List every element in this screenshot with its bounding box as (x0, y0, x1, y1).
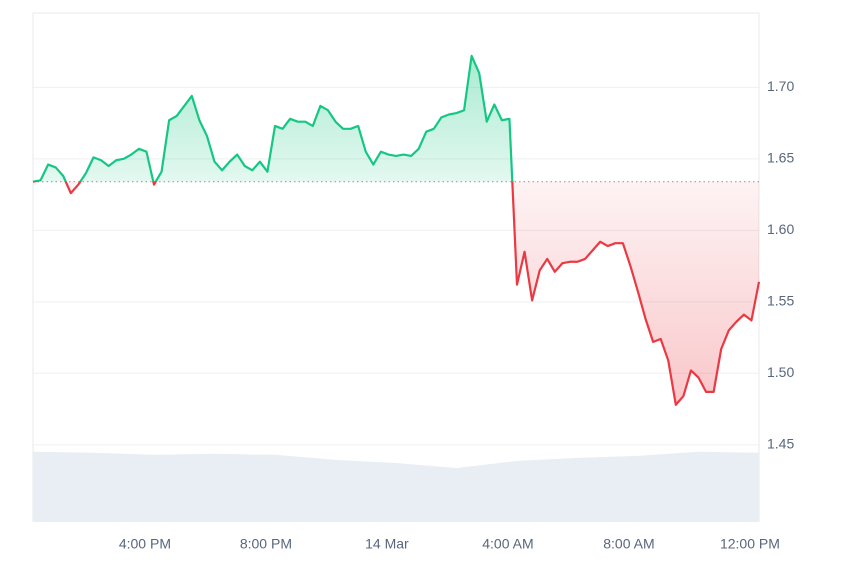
x-tick-label: 12:00 PM (720, 536, 780, 552)
volume-area (33, 451, 759, 522)
x-tick-label: 8:00 AM (603, 536, 654, 552)
y-tick-label: 1.50 (767, 364, 794, 380)
x-tick-label: 8:00 PM (240, 536, 292, 552)
y-tick-label: 1.55 (767, 293, 794, 309)
y-tick-label: 1.45 (767, 435, 794, 451)
x-tick-label: 4:00 PM (119, 536, 171, 552)
y-tick-label: 1.70 (767, 78, 794, 94)
y-tick-label: 1.60 (767, 221, 794, 237)
x-tick-label: 14 Mar (365, 536, 409, 552)
price-area (33, 55, 759, 405)
price-line (32, 54, 761, 406)
y-tick-label: 1.65 (767, 150, 794, 166)
x-tick-label: 4:00 AM (482, 536, 533, 552)
